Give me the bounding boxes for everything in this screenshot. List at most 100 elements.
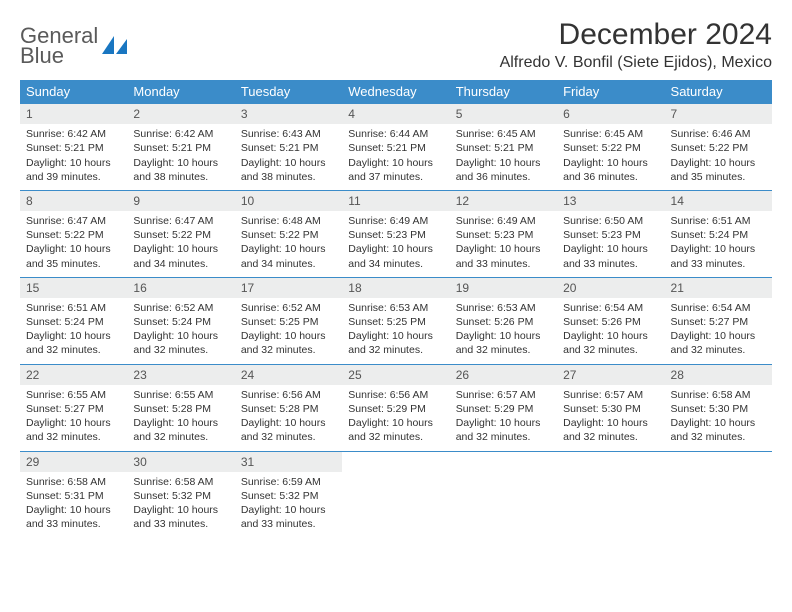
sunset-line: Sunset: 5:21 PM [26, 141, 121, 155]
day-body: Sunrise: 6:54 AMSunset: 5:26 PMDaylight:… [557, 298, 664, 364]
week-row: 8Sunrise: 6:47 AMSunset: 5:22 PMDaylight… [20, 190, 772, 277]
day-body: Sunrise: 6:51 AMSunset: 5:24 PMDaylight:… [665, 211, 772, 277]
day-number: 10 [235, 191, 342, 211]
day-cell: 13Sunrise: 6:50 AMSunset: 5:23 PMDayligh… [557, 190, 664, 277]
sunset-line: Sunset: 5:21 PM [348, 141, 443, 155]
day-cell: 9Sunrise: 6:47 AMSunset: 5:22 PMDaylight… [127, 190, 234, 277]
sunset-line: Sunset: 5:22 PM [133, 228, 228, 242]
day-cell [557, 451, 664, 537]
day-body: Sunrise: 6:55 AMSunset: 5:28 PMDaylight:… [127, 385, 234, 451]
sunrise-line: Sunrise: 6:51 AM [26, 301, 121, 315]
daylight-line: Daylight: 10 hours and 32 minutes. [133, 329, 228, 357]
day-number: 12 [450, 191, 557, 211]
week-row: 15Sunrise: 6:51 AMSunset: 5:24 PMDayligh… [20, 277, 772, 364]
day-number: 7 [665, 104, 772, 124]
sunset-line: Sunset: 5:25 PM [348, 315, 443, 329]
calendar-grid: SundayMondayTuesdayWednesdayThursdayFrid… [20, 80, 772, 537]
day-body: Sunrise: 6:49 AMSunset: 5:23 PMDaylight:… [342, 211, 449, 277]
day-body: Sunrise: 6:54 AMSunset: 5:27 PMDaylight:… [665, 298, 772, 364]
day-name-sunday: Sunday [20, 80, 127, 104]
sunrise-line: Sunrise: 6:57 AM [456, 388, 551, 402]
day-number: 17 [235, 278, 342, 298]
sunrise-line: Sunrise: 6:47 AM [133, 214, 228, 228]
day-number: 18 [342, 278, 449, 298]
sunset-line: Sunset: 5:22 PM [26, 228, 121, 242]
sunset-line: Sunset: 5:22 PM [671, 141, 766, 155]
day-body: Sunrise: 6:56 AMSunset: 5:29 PMDaylight:… [342, 385, 449, 451]
sunrise-line: Sunrise: 6:52 AM [133, 301, 228, 315]
day-name-saturday: Saturday [665, 80, 772, 104]
page-header: General Blue December 2024 Alfredo V. Bo… [20, 18, 772, 72]
day-number: 30 [127, 452, 234, 472]
day-body: Sunrise: 6:45 AMSunset: 5:22 PMDaylight:… [557, 124, 664, 190]
sunrise-line: Sunrise: 6:59 AM [241, 475, 336, 489]
day-number: 1 [20, 104, 127, 124]
day-body: Sunrise: 6:57 AMSunset: 5:29 PMDaylight:… [450, 385, 557, 451]
day-cell: 5Sunrise: 6:45 AMSunset: 5:21 PMDaylight… [450, 104, 557, 191]
day-cell: 17Sunrise: 6:52 AMSunset: 5:25 PMDayligh… [235, 277, 342, 364]
daylight-line: Daylight: 10 hours and 34 minutes. [241, 242, 336, 270]
day-number: 28 [665, 365, 772, 385]
day-body: Sunrise: 6:55 AMSunset: 5:27 PMDaylight:… [20, 385, 127, 451]
day-cell: 12Sunrise: 6:49 AMSunset: 5:23 PMDayligh… [450, 190, 557, 277]
sunrise-line: Sunrise: 6:43 AM [241, 127, 336, 141]
sunset-line: Sunset: 5:29 PM [456, 402, 551, 416]
sunrise-line: Sunrise: 6:50 AM [563, 214, 658, 228]
day-number: 13 [557, 191, 664, 211]
day-cell: 16Sunrise: 6:52 AMSunset: 5:24 PMDayligh… [127, 277, 234, 364]
sunrise-line: Sunrise: 6:57 AM [563, 388, 658, 402]
day-body: Sunrise: 6:45 AMSunset: 5:21 PMDaylight:… [450, 124, 557, 190]
sunset-line: Sunset: 5:29 PM [348, 402, 443, 416]
day-cell [342, 451, 449, 537]
day-cell: 19Sunrise: 6:53 AMSunset: 5:26 PMDayligh… [450, 277, 557, 364]
daylight-line: Daylight: 10 hours and 32 minutes. [348, 416, 443, 444]
day-cell: 27Sunrise: 6:57 AMSunset: 5:30 PMDayligh… [557, 364, 664, 451]
sunrise-line: Sunrise: 6:42 AM [133, 127, 228, 141]
daylight-line: Daylight: 10 hours and 37 minutes. [348, 156, 443, 184]
calendar-page: General Blue December 2024 Alfredo V. Bo… [0, 0, 792, 555]
sunset-line: Sunset: 5:24 PM [671, 228, 766, 242]
day-cell: 3Sunrise: 6:43 AMSunset: 5:21 PMDaylight… [235, 104, 342, 191]
daylight-line: Daylight: 10 hours and 35 minutes. [26, 242, 121, 270]
daylight-line: Daylight: 10 hours and 32 minutes. [456, 329, 551, 357]
daylight-line: Daylight: 10 hours and 38 minutes. [133, 156, 228, 184]
sunrise-line: Sunrise: 6:53 AM [456, 301, 551, 315]
day-cell: 29Sunrise: 6:58 AMSunset: 5:31 PMDayligh… [20, 451, 127, 537]
sunset-line: Sunset: 5:21 PM [456, 141, 551, 155]
daylight-line: Daylight: 10 hours and 36 minutes. [563, 156, 658, 184]
sunrise-line: Sunrise: 6:49 AM [456, 214, 551, 228]
day-body: Sunrise: 6:56 AMSunset: 5:28 PMDaylight:… [235, 385, 342, 451]
sunrise-line: Sunrise: 6:44 AM [348, 127, 443, 141]
day-number: 14 [665, 191, 772, 211]
day-number: 5 [450, 104, 557, 124]
daylight-line: Daylight: 10 hours and 32 minutes. [671, 329, 766, 357]
sunset-line: Sunset: 5:23 PM [348, 228, 443, 242]
day-body: Sunrise: 6:58 AMSunset: 5:32 PMDaylight:… [127, 472, 234, 538]
day-cell [665, 451, 772, 537]
daylight-line: Daylight: 10 hours and 32 minutes. [456, 416, 551, 444]
sunrise-line: Sunrise: 6:48 AM [241, 214, 336, 228]
day-body: Sunrise: 6:53 AMSunset: 5:26 PMDaylight:… [450, 298, 557, 364]
month-title: December 2024 [500, 18, 772, 52]
daylight-line: Daylight: 10 hours and 32 minutes. [26, 329, 121, 357]
daylight-line: Daylight: 10 hours and 33 minutes. [241, 503, 336, 531]
brand-sail-icon [102, 36, 128, 56]
location-subtitle: Alfredo V. Bonfil (Siete Ejidos), Mexico [500, 54, 772, 72]
sunset-line: Sunset: 5:21 PM [241, 141, 336, 155]
day-body: Sunrise: 6:47 AMSunset: 5:22 PMDaylight:… [20, 211, 127, 277]
day-cell: 7Sunrise: 6:46 AMSunset: 5:22 PMDaylight… [665, 104, 772, 191]
day-number: 11 [342, 191, 449, 211]
day-number: 22 [20, 365, 127, 385]
daylight-line: Daylight: 10 hours and 34 minutes. [133, 242, 228, 270]
sunset-line: Sunset: 5:26 PM [563, 315, 658, 329]
day-body: Sunrise: 6:52 AMSunset: 5:24 PMDaylight:… [127, 298, 234, 364]
day-body: Sunrise: 6:44 AMSunset: 5:21 PMDaylight:… [342, 124, 449, 190]
day-cell: 22Sunrise: 6:55 AMSunset: 5:27 PMDayligh… [20, 364, 127, 451]
daylight-line: Daylight: 10 hours and 34 minutes. [348, 242, 443, 270]
day-cell: 28Sunrise: 6:58 AMSunset: 5:30 PMDayligh… [665, 364, 772, 451]
day-cell: 10Sunrise: 6:48 AMSunset: 5:22 PMDayligh… [235, 190, 342, 277]
day-body: Sunrise: 6:59 AMSunset: 5:32 PMDaylight:… [235, 472, 342, 538]
sunrise-line: Sunrise: 6:56 AM [241, 388, 336, 402]
daylight-line: Daylight: 10 hours and 32 minutes. [241, 329, 336, 357]
day-number: 31 [235, 452, 342, 472]
